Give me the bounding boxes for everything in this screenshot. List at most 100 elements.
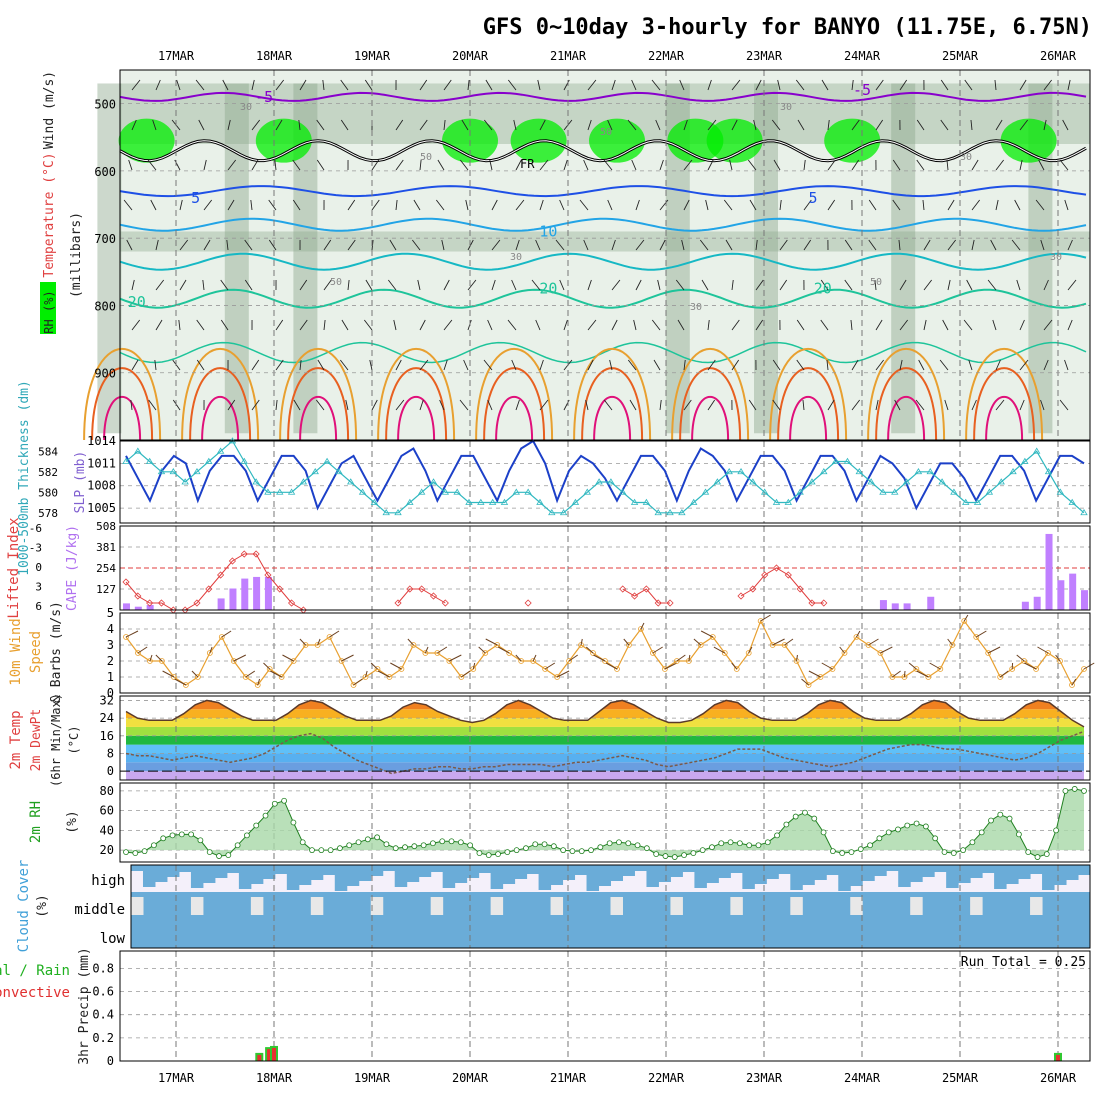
- isotherm-label: 20: [128, 293, 146, 311]
- wind-barb: [131, 119, 137, 131]
- wind-barb: [964, 79, 973, 91]
- date-label-bottom: 21MAR: [550, 1071, 587, 1085]
- wind-speed-marker: [1033, 666, 1039, 672]
- wind-barb-10m: [341, 654, 354, 662]
- wind-barb: [316, 159, 325, 171]
- wind-barb: [683, 159, 693, 171]
- rh-marker: [792, 813, 799, 820]
- wind-speed-marker: [781, 642, 788, 648]
- wind-barb: [963, 319, 973, 331]
- cloud-high-cell: [574, 865, 588, 875]
- wind-barb: [275, 79, 285, 91]
- wind-barb: [821, 79, 829, 91]
- wind-barb: [461, 119, 469, 131]
- wind-barb: [748, 399, 757, 411]
- rh-marker: [634, 842, 641, 849]
- date-label-top: 25MAR: [942, 49, 979, 63]
- wind-barb: [971, 199, 980, 211]
- cape-bar: [879, 600, 887, 610]
- wind-barb-10m: [461, 670, 471, 678]
- wind-barb-10m: [209, 646, 213, 654]
- wind-barb-10m: [585, 646, 594, 654]
- wind-barb-10m: [772, 638, 785, 646]
- wind-barb-10m: [605, 662, 618, 670]
- wind-barb: [971, 159, 979, 171]
- cloud-high-cell: [442, 865, 456, 888]
- thickness-marker: [678, 508, 686, 516]
- wind-barb-10m: [1071, 678, 1077, 686]
- wind-barb: [1059, 159, 1069, 171]
- wind-barb: [773, 159, 781, 171]
- isotherm-10: [119, 217, 1087, 232]
- wind-barb: [629, 399, 637, 411]
- heating-dome: [287, 367, 350, 441]
- wind-barb: [535, 319, 541, 331]
- wind-speed-marker: [482, 650, 489, 656]
- wind-side-label: Wind (m/s): [42, 71, 57, 149]
- wind-barb: [868, 199, 877, 211]
- wind-speed-marker: [817, 674, 824, 680]
- wind-barb: [942, 319, 949, 331]
- date-axis-top: 17MAR 18MAR 19MAR 20MAR 21MAR 22MAR 23MAR 24MAR…: [158, 49, 1077, 63]
- wind-speed-marker: [650, 650, 656, 656]
- wind-barb: [341, 319, 349, 331]
- thickness-marker: [335, 467, 343, 475]
- wind-barb: [994, 79, 997, 91]
- wind-barb: [292, 199, 301, 211]
- thickness-marker: [429, 478, 438, 485]
- wind-barb: [796, 319, 805, 331]
- rh-marker: [709, 844, 715, 851]
- wind-speed-marker: [626, 642, 632, 648]
- rh-marker: [736, 840, 743, 847]
- wind-barb: [609, 359, 613, 371]
- rh-marker: [253, 822, 260, 829]
- thickness-marker: [216, 447, 225, 454]
- wind-barb-10m: [623, 638, 630, 646]
- wind-barb: [635, 199, 640, 211]
- cloud-high-cell: [742, 865, 755, 889]
- cloud-mid-gap: [131, 897, 144, 915]
- dewpt-line: [125, 730, 1085, 775]
- wind-barb-10m: [664, 662, 678, 670]
- wind-barb-10m: [640, 622, 645, 630]
- cloud-high-cell: [1006, 865, 1019, 884]
- wind-barb: [559, 279, 565, 291]
- lifted-marker: [418, 585, 426, 593]
- date-label-bottom: 25MAR: [942, 1071, 979, 1085]
- wind-barb: [777, 79, 781, 91]
- lifted-marker: [808, 599, 816, 607]
- lifted-marker: [157, 599, 166, 607]
- rh-band: [120, 70, 1090, 84]
- wind-barb: [363, 319, 373, 331]
- wind-barb: [371, 159, 380, 171]
- rh-contour-label: 50: [330, 277, 342, 288]
- heating-dome: [103, 396, 142, 441]
- cape-frame: [119, 525, 1091, 611]
- date-label-bottom: 18MAR: [256, 1071, 293, 1085]
- cloud-mid-gap: [910, 897, 923, 915]
- wind-barb: [875, 399, 879, 411]
- thickness-marker: [358, 488, 367, 495]
- wind-barb: [947, 239, 956, 251]
- thickness-marker: [630, 498, 639, 505]
- rh-marker: [299, 839, 306, 846]
- rh-marker: [392, 845, 399, 852]
- wind-frame: [119, 612, 1091, 694]
- wind-speed-marker: [506, 650, 513, 656]
- wind-barb: [467, 239, 474, 251]
- wind-barb-10m: [449, 654, 462, 662]
- wind-speed-marker: [123, 634, 129, 640]
- thickness-marker: [583, 488, 591, 495]
- cloud-high-cell: [286, 865, 300, 890]
- wind-barb-10m: [424, 646, 429, 654]
- rh-marker: [160, 835, 167, 842]
- wind-barb: [1059, 399, 1069, 411]
- cloud-high-cell: [1042, 865, 1055, 890]
- wind-barb: [899, 319, 908, 331]
- wind-barb: [1043, 119, 1047, 131]
- rh-marker: [151, 842, 157, 849]
- rh-marker: [997, 811, 1004, 818]
- wind-barb: [293, 399, 301, 411]
- rh-marker: [978, 829, 985, 836]
- wind-tick: 2: [107, 654, 114, 668]
